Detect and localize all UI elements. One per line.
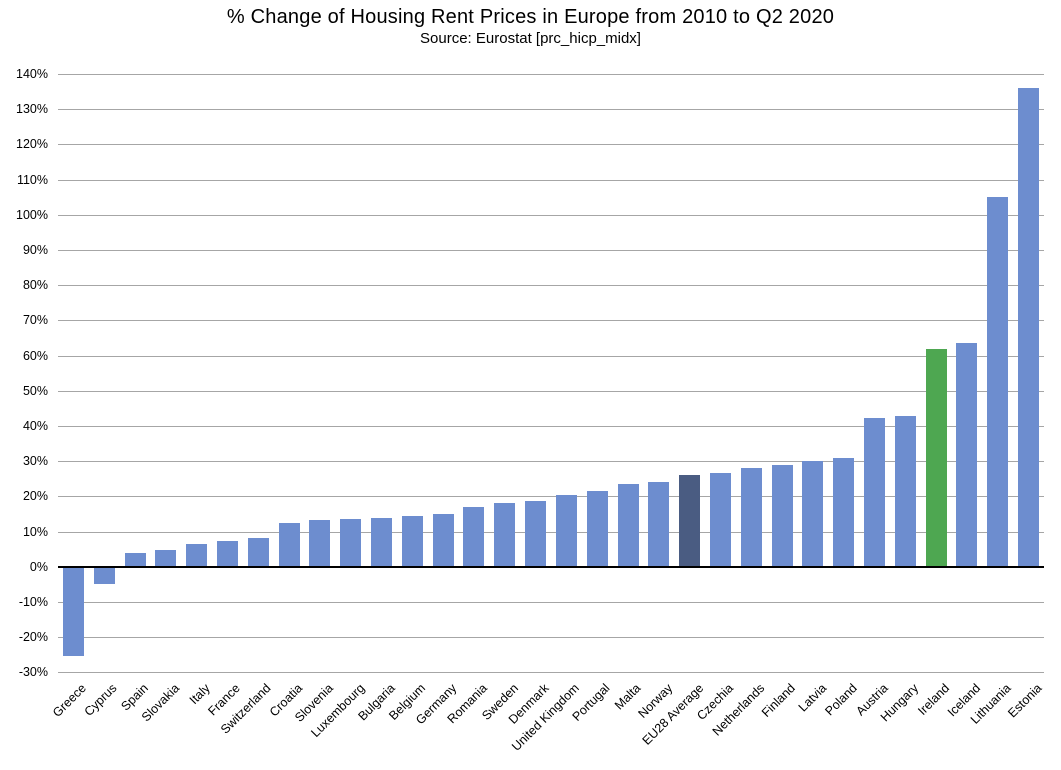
gridline xyxy=(58,144,1044,145)
gridline xyxy=(58,461,1044,462)
y-axis-tick-label: 70% xyxy=(22,313,48,327)
bar-lithuania xyxy=(987,197,1008,567)
bar-austria xyxy=(864,418,885,567)
bar-netherlands xyxy=(741,468,762,567)
y-axis-tick-label: 40% xyxy=(22,419,48,433)
gridline xyxy=(58,391,1044,392)
bar-eu28-average xyxy=(679,475,700,567)
bar-united-kingdom xyxy=(556,495,577,566)
bar-cyprus xyxy=(94,568,115,584)
bar-denmark xyxy=(525,501,546,567)
bar-belgium xyxy=(402,516,423,567)
x-axis-category-label: Greece xyxy=(50,681,89,720)
x-axis-category-label: Ireland xyxy=(914,681,952,718)
x-axis-zero-line xyxy=(58,566,1044,568)
chart-subtitle: Source: Eurostat [prc_hicp_midx] xyxy=(420,30,641,47)
y-axis-tick-label: 80% xyxy=(22,278,48,292)
gridline xyxy=(58,180,1044,181)
y-axis-tick-label: 140% xyxy=(16,67,48,81)
gridline xyxy=(58,426,1044,427)
y-axis-tick-label: 120% xyxy=(16,137,48,151)
y-axis-tick-label: -30% xyxy=(18,665,48,679)
y-axis-tick-label: 60% xyxy=(22,349,48,363)
x-axis-category-label: Poland xyxy=(822,681,860,719)
gridline xyxy=(58,356,1044,357)
gridline xyxy=(58,109,1044,110)
gridline xyxy=(58,672,1044,673)
bar-portugal xyxy=(587,491,608,567)
x-axis-category-label: Cyprus xyxy=(82,681,120,719)
x-axis-category-label: Finland xyxy=(759,681,798,720)
bar-switzerland xyxy=(248,538,269,567)
bar-bulgaria xyxy=(371,518,392,567)
gridline xyxy=(58,496,1044,497)
bar-slovenia xyxy=(309,520,330,567)
gridline xyxy=(58,602,1044,603)
bar-finland xyxy=(772,465,793,566)
chart-title: % Change of Housing Rent Prices in Europ… xyxy=(226,6,835,28)
bar-norway xyxy=(648,482,669,566)
bar-poland xyxy=(833,458,854,567)
y-axis-tick-label: -20% xyxy=(18,630,48,644)
bar-slovakia xyxy=(155,550,176,567)
gridline xyxy=(58,285,1044,286)
bar-czechia xyxy=(710,473,731,567)
y-axis-tick-label: 50% xyxy=(22,384,48,398)
gridline xyxy=(58,215,1044,216)
bar-iceland xyxy=(956,343,977,567)
bar-germany xyxy=(433,514,454,567)
gridline xyxy=(58,532,1044,533)
y-axis-tick-label: 110% xyxy=(16,173,48,187)
bar-sweden xyxy=(494,503,515,567)
gridline xyxy=(58,320,1044,321)
bar-spain xyxy=(125,553,146,567)
y-axis-tick-label: 130% xyxy=(16,102,48,116)
bar-france xyxy=(217,541,238,567)
bar-latvia xyxy=(802,461,823,567)
bar-luxembourg xyxy=(340,519,361,567)
y-axis-tick-label: 0% xyxy=(29,560,48,574)
bar-italy xyxy=(186,544,207,567)
bar-malta xyxy=(618,484,639,567)
x-axis-category-label: Estonia xyxy=(1005,681,1045,721)
bar-croatia xyxy=(279,523,300,567)
y-axis-tick-label: 30% xyxy=(22,454,48,468)
gridline xyxy=(58,74,1044,75)
y-axis-tick-label: 20% xyxy=(22,489,48,503)
bar-ireland xyxy=(926,349,947,567)
y-axis-tick-label: 90% xyxy=(22,243,48,257)
bar-hungary xyxy=(895,416,916,566)
gridline xyxy=(58,637,1044,638)
gridline xyxy=(58,250,1044,251)
y-axis-tick-label: -10% xyxy=(18,595,48,609)
y-axis-tick-label: 10% xyxy=(22,525,48,539)
bar-romania xyxy=(463,507,484,567)
bar-greece xyxy=(63,568,84,656)
bar-estonia xyxy=(1018,88,1039,567)
y-axis-tick-label: 100% xyxy=(16,208,48,222)
